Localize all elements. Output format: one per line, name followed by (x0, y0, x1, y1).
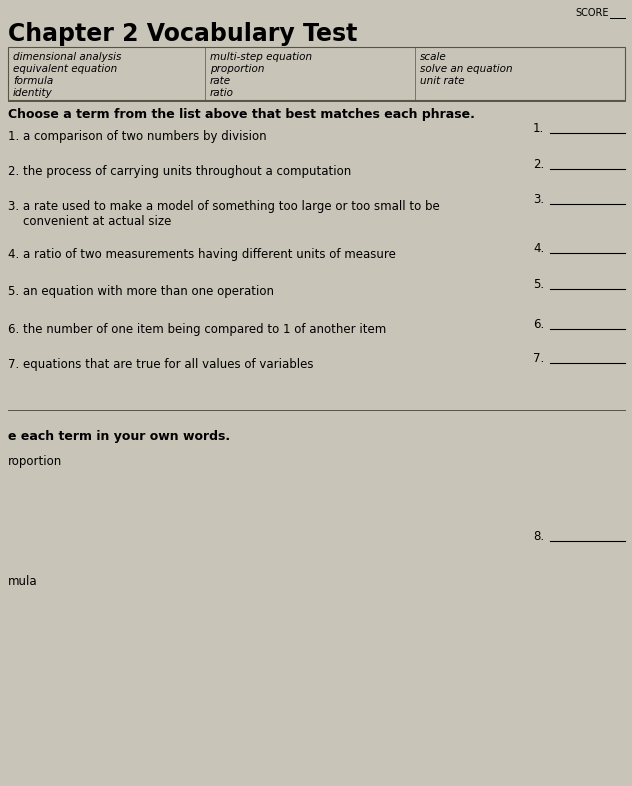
Text: Choose a term from the list above that best matches each phrase.: Choose a term from the list above that b… (8, 108, 475, 121)
Text: 6.: 6. (533, 318, 544, 331)
Text: 2.: 2. (533, 158, 544, 171)
Text: solve an equation: solve an equation (420, 64, 513, 74)
Text: 3. a rate used to make a model of something too large or too small to be
    con: 3. a rate used to make a model of someth… (8, 200, 440, 228)
Text: identity: identity (13, 88, 52, 98)
Text: unit rate: unit rate (420, 76, 465, 86)
Text: dimensional analysis: dimensional analysis (13, 52, 121, 62)
Text: scale: scale (420, 52, 447, 62)
Text: 2. the process of carrying units throughout a computation: 2. the process of carrying units through… (8, 165, 351, 178)
Text: 1. a comparison of two numbers by division: 1. a comparison of two numbers by divisi… (8, 130, 267, 143)
Text: equivalent equation: equivalent equation (13, 64, 118, 74)
Text: multi-step equation: multi-step equation (210, 52, 312, 62)
Text: Chapter 2 Vocabulary Test: Chapter 2 Vocabulary Test (8, 22, 357, 46)
Text: 4. a ratio of two measurements having different units of measure: 4. a ratio of two measurements having di… (8, 248, 396, 261)
Text: formula: formula (13, 76, 53, 86)
Text: 4.: 4. (533, 242, 544, 255)
Text: rate: rate (210, 76, 231, 86)
Text: roportion: roportion (8, 455, 62, 468)
Text: 7. equations that are true for all values of variables: 7. equations that are true for all value… (8, 358, 313, 371)
Text: 3.: 3. (533, 193, 544, 206)
Text: ratio: ratio (210, 88, 234, 98)
Text: 1.: 1. (533, 122, 544, 135)
Text: 7.: 7. (533, 352, 544, 365)
Text: proportion: proportion (210, 64, 265, 74)
Text: mula: mula (8, 575, 38, 588)
Text: e each term in your own words.: e each term in your own words. (8, 430, 230, 443)
Text: SCORE: SCORE (575, 8, 609, 18)
Text: 6. the number of one item being compared to 1 of another item: 6. the number of one item being compared… (8, 323, 386, 336)
FancyBboxPatch shape (8, 47, 625, 100)
Text: 5.: 5. (533, 278, 544, 291)
Text: 8.: 8. (533, 530, 544, 543)
Text: 5. an equation with more than one operation: 5. an equation with more than one operat… (8, 285, 274, 298)
